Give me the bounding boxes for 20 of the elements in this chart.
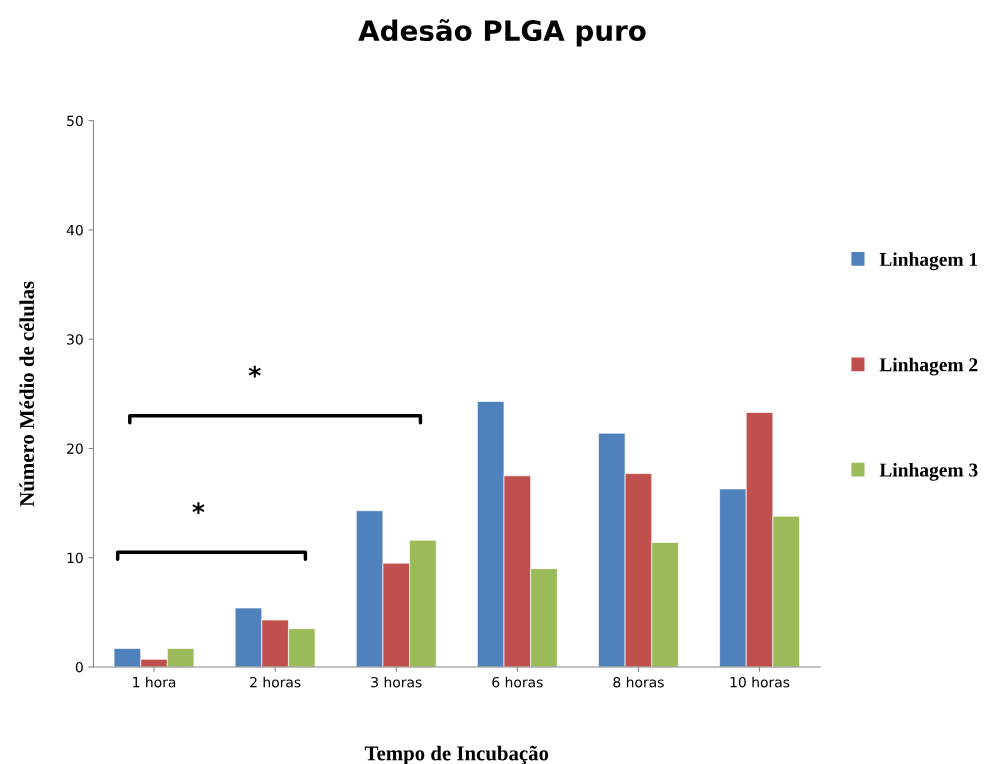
- x-axis-title: Tempo de Incubação: [364, 745, 549, 764]
- legend-label: Linhagem 2: [879, 357, 978, 376]
- y-tick-label: 0: [75, 661, 83, 673]
- chart-title: Adesão PLGA puro: [358, 19, 646, 47]
- y-tick-label: 10: [67, 552, 83, 564]
- legend-label: Linhagem 1: [879, 252, 978, 271]
- y-tick-label: 30: [67, 334, 83, 345]
- x-tick-label: 1 hora: [133, 676, 176, 688]
- x-tick-label: 3 horas: [371, 676, 422, 688]
- y-axis-title: Número Médio de células: [19, 281, 35, 507]
- y-tick-label: 40: [66, 224, 83, 236]
- y-tick-label: 50: [67, 115, 83, 127]
- legend-label: Linhagem 3: [879, 462, 978, 481]
- x-tick-label: 2 horas: [250, 676, 301, 688]
- annotation: *: [248, 365, 261, 378]
- x-tick-label: 8 horas: [613, 676, 664, 688]
- y-tick-label: 20: [67, 443, 83, 454]
- annotation: *: [192, 502, 205, 514]
- x-tick-label: 10 horas: [730, 676, 790, 688]
- x-tick-label: 6 horas: [492, 676, 543, 688]
